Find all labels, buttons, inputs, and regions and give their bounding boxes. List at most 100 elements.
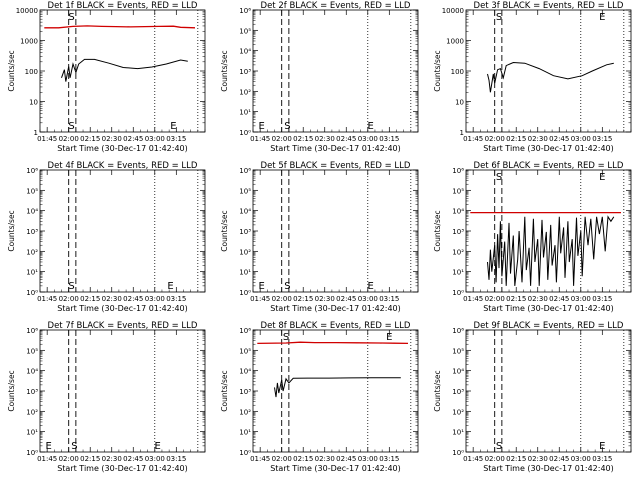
- panel-2: Det 2f BLACK = Events, RED = LLD 10⁰ 10¹ 10…: [220, 1, 419, 153]
- y-tick-label: 10¹: [452, 429, 464, 437]
- x-tick-label: 03:00: [145, 135, 165, 143]
- y-tick-label: 10³: [26, 388, 38, 396]
- y-tick-label: 10²: [239, 408, 251, 416]
- y-tick-label: 10²: [452, 408, 464, 416]
- end-marker: E: [599, 441, 605, 452]
- x-tick-label: 02:30: [315, 135, 335, 143]
- panel-9: Det 9f BLACK = Events, RED = LLD 10⁰ 10¹ 10…: [433, 321, 632, 473]
- start-marker: S: [496, 172, 502, 183]
- x-tick-label: 02:15: [506, 135, 526, 143]
- x-tick-label: 02:45: [549, 455, 569, 463]
- panel-7: Det 7f BLACK = Events, RED = LLD 10⁰ 10¹ 10…: [7, 321, 206, 473]
- x-tick-label: 03:00: [358, 135, 378, 143]
- x-tick-label: 03:15: [379, 295, 399, 303]
- y-tick-label: 10⁰: [239, 449, 251, 457]
- y-tick-label: 10³: [239, 388, 251, 396]
- y-tick-label: 10³: [26, 228, 38, 236]
- y-tick-label: 10⁵: [452, 347, 464, 355]
- y-tick-label: 10³: [452, 228, 464, 236]
- y-tick-label: 10⁴: [452, 368, 464, 376]
- y-tick-label: 10¹: [26, 269, 38, 277]
- y-tick-label: 10⁶: [26, 167, 38, 175]
- x-tick-label: 02:45: [336, 135, 356, 143]
- x-tick-label: 02:15: [293, 135, 313, 143]
- start-marker: S: [284, 121, 290, 132]
- x-tick-label: 02:00: [59, 455, 79, 463]
- x-axis-label: Start Time (30-Dec-17 01:42:40): [483, 144, 614, 153]
- panel-5: Det 5f BLACK = Events, RED = LLD 10⁰ 10¹ 10…: [220, 161, 419, 313]
- x-tick-label: 03:15: [592, 455, 612, 463]
- y-tick-label: 10000: [442, 7, 464, 15]
- x-tick-label: 01:45: [37, 135, 57, 143]
- events-series: [274, 377, 401, 398]
- x-tick-label: 01:45: [463, 135, 483, 143]
- x-tick-label: 02:45: [549, 135, 569, 143]
- y-tick-label: 10³: [239, 68, 251, 76]
- panel-title: Det 6f BLACK = Events, RED = LLD: [474, 161, 624, 171]
- y-tick-label: 10¹: [452, 269, 464, 277]
- lld-series: [44, 25, 196, 29]
- panel-frame: [465, 329, 632, 453]
- y-axis-label: Counts/sec: [220, 210, 229, 251]
- x-tick-label: 02:00: [59, 295, 79, 303]
- end-marker: E: [45, 441, 51, 452]
- x-tick-label: 03:15: [592, 295, 612, 303]
- y-tick-label: 10⁰: [452, 289, 464, 297]
- x-tick-label: 01:45: [250, 135, 270, 143]
- x-tick-label: 03:00: [358, 295, 378, 303]
- y-tick-label: 10²: [26, 248, 38, 256]
- x-tick-label: 02:30: [102, 135, 122, 143]
- x-tick-label: 02:15: [293, 455, 313, 463]
- x-tick-label: 02:15: [80, 135, 100, 143]
- x-tick-label: 01:45: [463, 295, 483, 303]
- x-tick-label: 02:00: [485, 295, 505, 303]
- y-tick-label: 10³: [239, 228, 251, 236]
- panel-frame: [252, 9, 419, 133]
- y-tick-label: 1: [34, 129, 38, 137]
- x-tick-label: 02:15: [80, 455, 100, 463]
- y-tick-label: 10⁶: [26, 327, 38, 335]
- end-marker: E: [167, 281, 173, 292]
- x-tick-label: 02:45: [336, 295, 356, 303]
- end-marker: E: [599, 172, 605, 183]
- end-marker: E: [386, 332, 392, 343]
- events-series: [61, 58, 188, 82]
- y-axis-label: Counts/sec: [7, 210, 16, 251]
- y-tick-label: 10¹: [26, 429, 38, 437]
- x-tick-label: 02:00: [485, 135, 505, 143]
- y-axis-label: Counts/sec: [220, 50, 229, 91]
- x-axis-label: Start Time (30-Dec-17 01:42:40): [57, 464, 188, 473]
- x-tick-label: 03:15: [166, 455, 186, 463]
- x-axis-label: Start Time (30-Dec-17 01:42:40): [270, 144, 401, 153]
- x-tick-label: 03:15: [592, 135, 612, 143]
- y-tick-label: 10⁰: [26, 449, 38, 457]
- panel-title: Det 3f BLACK = Events, RED = LLD: [474, 1, 624, 11]
- panel-title: Det 8f BLACK = Events, RED = LLD: [261, 321, 411, 331]
- panel-1: Det 1f BLACK = Events, RED = LLD 1 10 100 10…: [7, 1, 206, 153]
- y-tick-label: 10⁵: [239, 187, 251, 195]
- x-tick-label: 02:15: [293, 295, 313, 303]
- y-tick-label: 10⁴: [239, 208, 251, 216]
- y-tick-label: 10⁵: [26, 347, 38, 355]
- x-tick-label: 02:15: [506, 295, 526, 303]
- x-tick-label: 02:30: [102, 295, 122, 303]
- y-tick-label: 10⁶: [239, 7, 251, 15]
- x-tick-label: 01:45: [37, 295, 57, 303]
- x-tick-label: 02:00: [59, 135, 79, 143]
- x-tick-label: 02:45: [549, 295, 569, 303]
- lld-series: [257, 341, 409, 345]
- panel-title: Det 2f BLACK = Events, RED = LLD: [261, 1, 411, 11]
- y-tick-label: 10: [29, 99, 38, 107]
- x-tick-label: 03:00: [145, 295, 165, 303]
- start-marker: S: [496, 441, 502, 452]
- x-tick-label: 03:00: [358, 455, 378, 463]
- y-tick-label: 10¹: [239, 109, 251, 117]
- x-tick-label: 02:45: [123, 455, 143, 463]
- x-tick-label: 03:00: [571, 455, 591, 463]
- panel-title: Det 4f BLACK = Events, RED = LLD: [48, 161, 198, 171]
- y-tick-label: 10⁶: [239, 327, 251, 335]
- x-tick-label: 02:00: [272, 455, 292, 463]
- x-tick-label: 02:30: [315, 455, 335, 463]
- x-tick-label: 02:45: [336, 455, 356, 463]
